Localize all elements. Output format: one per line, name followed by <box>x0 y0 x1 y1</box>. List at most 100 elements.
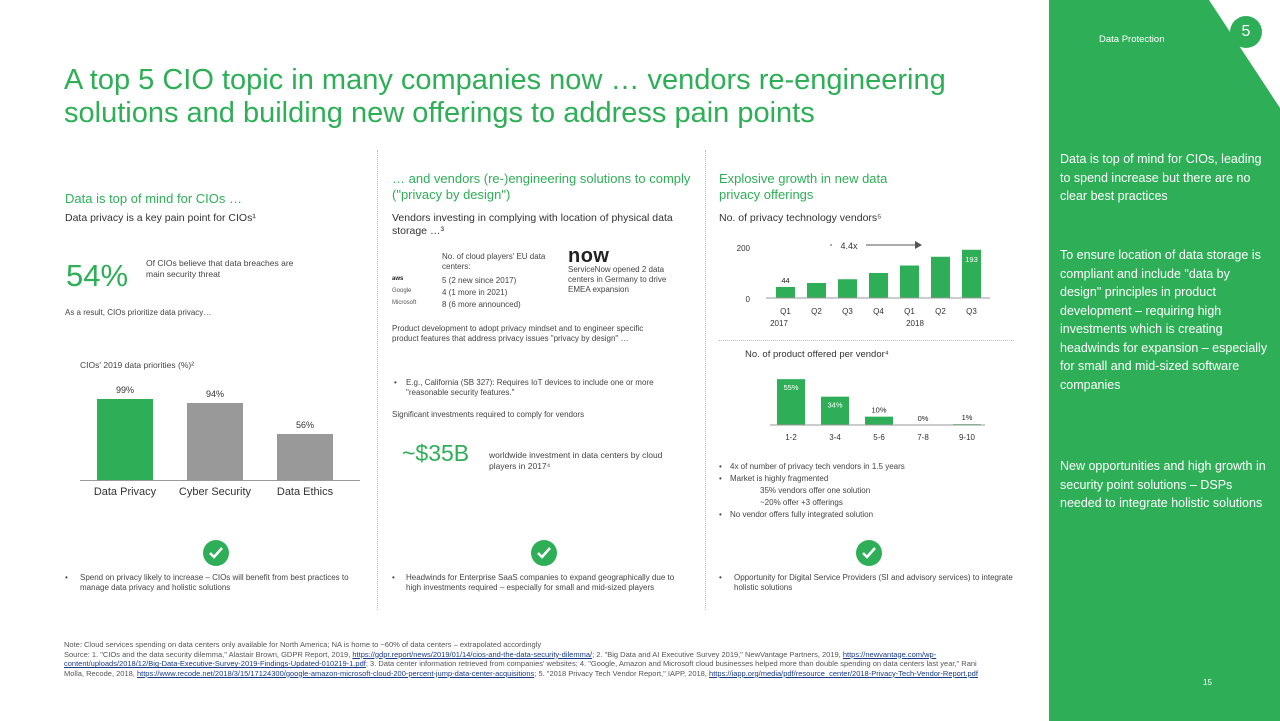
cloud-row-microsoft: 8 (6 more announced) <box>442 300 521 309</box>
servicenow-logo: now <box>568 245 610 267</box>
corner-decoration <box>1049 0 1280 108</box>
col2-bullet: Headwinds for Enterprise SaaS companies … <box>406 573 675 592</box>
section-number-badge: 5 <box>1230 16 1262 48</box>
aws-logo: aws <box>392 276 404 282</box>
chart3-category-label: 7-8 <box>917 433 929 442</box>
chart2-ytick: 200 <box>737 244 751 253</box>
footnote-sources: Source: 1. "CIOs and the data security d… <box>64 649 978 678</box>
chart3-bar <box>821 396 849 425</box>
col3-heading: Explosive growth in new data privacy off… <box>719 171 888 202</box>
cio-stat-value: 54% <box>66 258 129 293</box>
chart1-value-label: 94% <box>205 388 224 399</box>
california-text: E.g., California (SB 327): Requires IoT … <box>406 378 654 397</box>
chart2-bar <box>838 279 857 298</box>
source-link-1[interactable]: https://gdpr.report/news/2019/01/14/cios… <box>352 649 593 659</box>
year-label-2018: 2018 <box>906 319 924 328</box>
chart2-value-label: 193 <box>965 255 978 264</box>
summary-para-3: New opportunities and high growth in sec… <box>1060 459 1266 510</box>
chart2-bar <box>931 256 950 298</box>
microsoft-logo: Microsoft <box>392 300 417 306</box>
chart3-category-label: 3-4 <box>829 433 841 442</box>
col3-subbullet-1: 35% vendors offer one solution <box>760 486 871 495</box>
column-divider <box>377 150 378 610</box>
chart3-title: No. of product offered per vendor⁴ <box>745 349 889 360</box>
chart3-category-label: 5-6 <box>873 433 885 442</box>
column-divider <box>705 150 706 610</box>
chart3-value-label: 34% <box>827 401 842 410</box>
google-logo: Google <box>392 288 412 294</box>
servicenow-text: ServiceNow opened 2 data centers in Germ… <box>568 265 667 294</box>
col3-subbullet-2: ~20% offer +3 offerings <box>760 498 843 507</box>
chart3-value-label: 55% <box>783 383 798 392</box>
cio-stat-text: Of CIOs believe that data breaches are m… <box>146 258 294 279</box>
slide-title: A top 5 CIO topic in many companies now … <box>64 64 946 129</box>
col1-subheading: Data privacy is a key pain point for CIO… <box>65 212 256 224</box>
chart1-value-label: 56% <box>295 420 314 431</box>
summary-para-2: To ensure location of data storage is co… <box>1060 248 1268 392</box>
chart3-category-label: 1-2 <box>785 433 797 442</box>
chart2-category-label: Q3 <box>966 307 977 316</box>
chart1-bar <box>97 398 153 480</box>
col1-heading: Data is top of mind for CIOs … <box>65 191 243 206</box>
check-icon <box>531 540 557 566</box>
col3-bullet-2: Market is highly fragmented <box>730 474 829 483</box>
chart2-ytick: 0 <box>746 295 751 304</box>
source-link-3[interactable]: https://www.recode.net/2018/3/15/1712430… <box>136 668 535 678</box>
check-icon <box>203 540 229 566</box>
chart3-value-label: 1% <box>962 413 973 422</box>
col3-bullet-3: No vendor offers fully integrated soluti… <box>730 510 874 519</box>
col2-subheading: Vendors investing in complying with loca… <box>392 212 673 237</box>
chart2-category-label: Q4 <box>873 307 884 316</box>
product-dev-text: Product development to adopt privacy min… <box>392 324 644 343</box>
summary-para-1: Data is top of mind for CIOs, leading to… <box>1060 152 1262 203</box>
chart1-axis <box>80 480 360 481</box>
chart1-bar <box>277 434 333 480</box>
chart2-category-label: Q2 <box>935 307 946 316</box>
chart2-category-label: Q1 <box>780 307 791 316</box>
page-number: 15 <box>1203 678 1212 687</box>
cloud-intro: No. of cloud players' EU data centers: <box>442 252 546 271</box>
chart2-bar <box>900 265 919 298</box>
chart3-category-label: 9-10 <box>959 433 976 442</box>
footnote-note: Note: Cloud services spending on data ce… <box>64 640 542 649</box>
source-link-2[interactable]: https://newvantage.com/wp-content/upload… <box>64 649 937 669</box>
chart2-category-label: Q2 <box>811 307 822 316</box>
summary-panel: Data Protection 5 Data is top of mind fo… <box>1049 0 1280 721</box>
chart1-category-label: Cyber Security <box>178 486 252 498</box>
chart3-value-label: 10% <box>871 406 886 415</box>
products-per-vendor-chart: 55% 1-2 34% 3-4 10% 5-6 0% 7-8 1% 9-10 <box>770 379 985 442</box>
chart2-bar <box>776 287 795 298</box>
col1-bullet: Spend on privacy likely to increase – CI… <box>80 573 349 592</box>
chart1-bar <box>187 402 243 480</box>
chart3-bar <box>777 379 805 425</box>
investment-stat-text: worldwide investment in data centers by … <box>489 450 663 471</box>
col3-bullet-1: 4x of number of privacy tech vendors in … <box>730 462 905 471</box>
cio-priorities-chart: 99% Data Privacy 94% Cyber Security 56% Data … <box>80 380 360 498</box>
chart2-category-label: Q3 <box>842 307 853 316</box>
col3-bullet: Opportunity for Digital Service Provider… <box>734 573 1013 592</box>
growth-arrowhead <box>915 241 922 249</box>
significant-text: Significant investments required to comp… <box>392 410 585 419</box>
col2-heading: … and vendors (re-)engineering solutions… <box>392 171 691 202</box>
year-label-2017: 2017 <box>770 319 788 328</box>
chart3-value-label: 0% <box>918 414 929 423</box>
cloud-row-google: 4 (1 more in 2021) <box>442 288 508 297</box>
section-label: Data Protection <box>1099 34 1165 45</box>
investment-stat-value: ~$35B <box>402 440 470 466</box>
footnotes: Note: Cloud services spending on data ce… <box>64 640 994 678</box>
chart2-bar <box>962 249 981 298</box>
chart2-bar <box>869 273 888 298</box>
chart2-bar <box>807 283 826 298</box>
cio-result-text: As a result, CIOs prioritize data privac… <box>65 308 212 317</box>
chart1-category-label: Data Ethics <box>276 486 334 498</box>
chart1-category-label: Data Privacy <box>93 486 157 498</box>
chart2-value-label: 44 <box>781 276 789 285</box>
growth-label: 4.4x <box>840 241 858 251</box>
vendor-growth-chart: 0 200 44 Q1 Q2 Q3 Q4 Q1 Q2 193 Q3 4.4x <box>737 239 990 316</box>
chart1-title: CIOs' 2019 data priorities (%)² <box>80 360 195 370</box>
cloud-row-aws: 5 (2 new since 2017) <box>442 276 517 285</box>
chart2-category-label: Q1 <box>904 307 915 316</box>
chart1-value-label: 99% <box>115 384 134 395</box>
chart2-title: No. of privacy technology vendors⁵ <box>719 212 882 224</box>
source-link-4[interactable]: https://iapp.org/media/pdf/resource_cent… <box>709 668 978 678</box>
